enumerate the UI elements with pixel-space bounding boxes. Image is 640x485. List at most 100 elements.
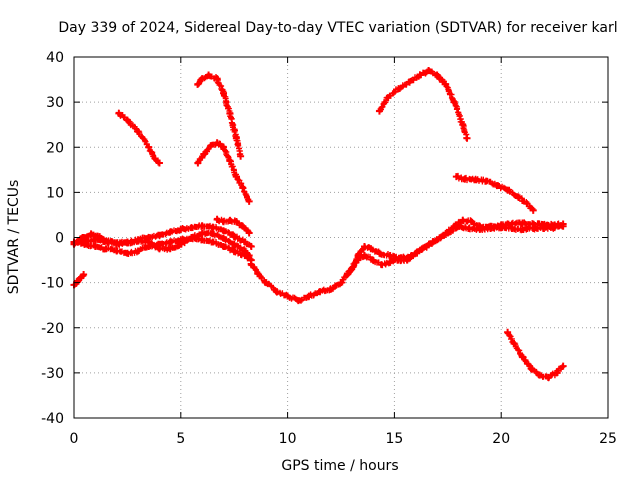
data-point — [198, 222, 206, 230]
data-point — [177, 240, 185, 248]
data-point — [519, 219, 527, 227]
data-point — [226, 109, 234, 117]
data-point — [81, 237, 89, 245]
y-tick-label: -40 — [41, 411, 64, 427]
series-arc-5 — [213, 215, 253, 237]
x-tick-label: 20 — [492, 431, 510, 447]
data-point — [422, 243, 430, 251]
data-point — [239, 184, 247, 192]
data-point — [198, 229, 206, 237]
ticks: 0 5 10 15 20 25 -40 -30 -20 -10 0 10 20 30 40 — [41, 50, 617, 447]
data-point — [151, 155, 159, 163]
data-point — [369, 256, 377, 264]
data-point — [145, 234, 153, 241]
data-point — [559, 222, 567, 230]
series-arc-4 — [194, 139, 253, 205]
data-point — [463, 134, 471, 142]
data-point — [230, 240, 238, 248]
data-point — [493, 182, 501, 190]
data-point — [395, 256, 403, 264]
data-point — [395, 85, 403, 93]
y-axis-label: SDTVAR / TECUs — [6, 180, 22, 295]
data-point — [87, 230, 95, 238]
data-point — [352, 258, 360, 266]
data-point — [232, 218, 240, 226]
data-point — [337, 279, 345, 287]
data-point — [123, 238, 131, 246]
data-point — [450, 98, 458, 106]
series-arc-2 — [115, 109, 163, 167]
data-point — [459, 216, 467, 224]
data-point — [200, 150, 208, 158]
y-tick-label: 0 — [55, 231, 64, 247]
y-tick-label: -30 — [41, 366, 64, 382]
data-point — [166, 238, 174, 246]
data-point — [134, 236, 142, 244]
data-point — [519, 225, 527, 233]
data-point — [523, 200, 531, 208]
data-point — [245, 229, 253, 237]
data-point — [386, 258, 394, 266]
data-point — [416, 71, 424, 79]
data-point — [102, 237, 110, 245]
data-point — [194, 80, 202, 88]
data-point — [155, 245, 163, 253]
data-point — [226, 157, 234, 165]
data-point — [465, 224, 473, 232]
x-axis-label: GPS time / hours — [281, 458, 398, 474]
data-point — [487, 224, 495, 232]
data-point — [232, 134, 240, 142]
data-point — [262, 279, 270, 287]
data-point — [536, 371, 544, 379]
data-point — [245, 252, 253, 260]
series-arc-1 — [70, 271, 88, 289]
data-point — [386, 252, 394, 260]
data-point — [198, 236, 206, 244]
data-point — [237, 152, 245, 160]
data-point — [198, 75, 206, 83]
data-point — [73, 278, 81, 286]
data-point — [360, 252, 368, 260]
data-point — [115, 109, 123, 117]
data-point — [482, 177, 490, 185]
data-point — [544, 373, 552, 381]
data-point — [230, 232, 238, 240]
data-point — [433, 236, 441, 244]
data-point — [343, 270, 351, 278]
data-point — [220, 227, 228, 235]
data-point — [220, 234, 228, 242]
data-point — [294, 297, 302, 305]
data-point — [529, 206, 537, 214]
data-point — [220, 243, 228, 251]
data-point — [467, 218, 475, 226]
chart-title: Day 339 of 2024, Sidereal Day-to-day VTE… — [58, 20, 617, 36]
data-point — [113, 247, 121, 255]
series-layer — [70, 67, 567, 382]
x-tick-label: 5 — [176, 431, 185, 447]
data-point — [134, 127, 142, 135]
data-point — [540, 224, 548, 232]
data-point — [155, 231, 163, 239]
data-point — [113, 239, 121, 247]
data-point — [508, 224, 516, 232]
data-point — [155, 159, 163, 167]
data-point — [213, 139, 221, 147]
data-point — [207, 142, 215, 150]
data-point — [166, 228, 174, 236]
x-tick-label: 25 — [599, 431, 617, 447]
series-trace — [376, 67, 470, 141]
data-point — [527, 364, 535, 372]
series-arc-11 — [375, 67, 471, 142]
data-point — [433, 71, 441, 79]
y-tick-label: -20 — [41, 321, 64, 337]
data-point — [442, 80, 450, 88]
data-point — [412, 249, 420, 257]
data-point — [247, 261, 255, 269]
data-point — [205, 71, 213, 79]
data-point — [504, 186, 512, 194]
data-point — [213, 75, 221, 83]
data-point — [76, 274, 84, 282]
data-point — [459, 121, 467, 129]
data-point — [326, 285, 334, 293]
data-point — [425, 67, 433, 75]
